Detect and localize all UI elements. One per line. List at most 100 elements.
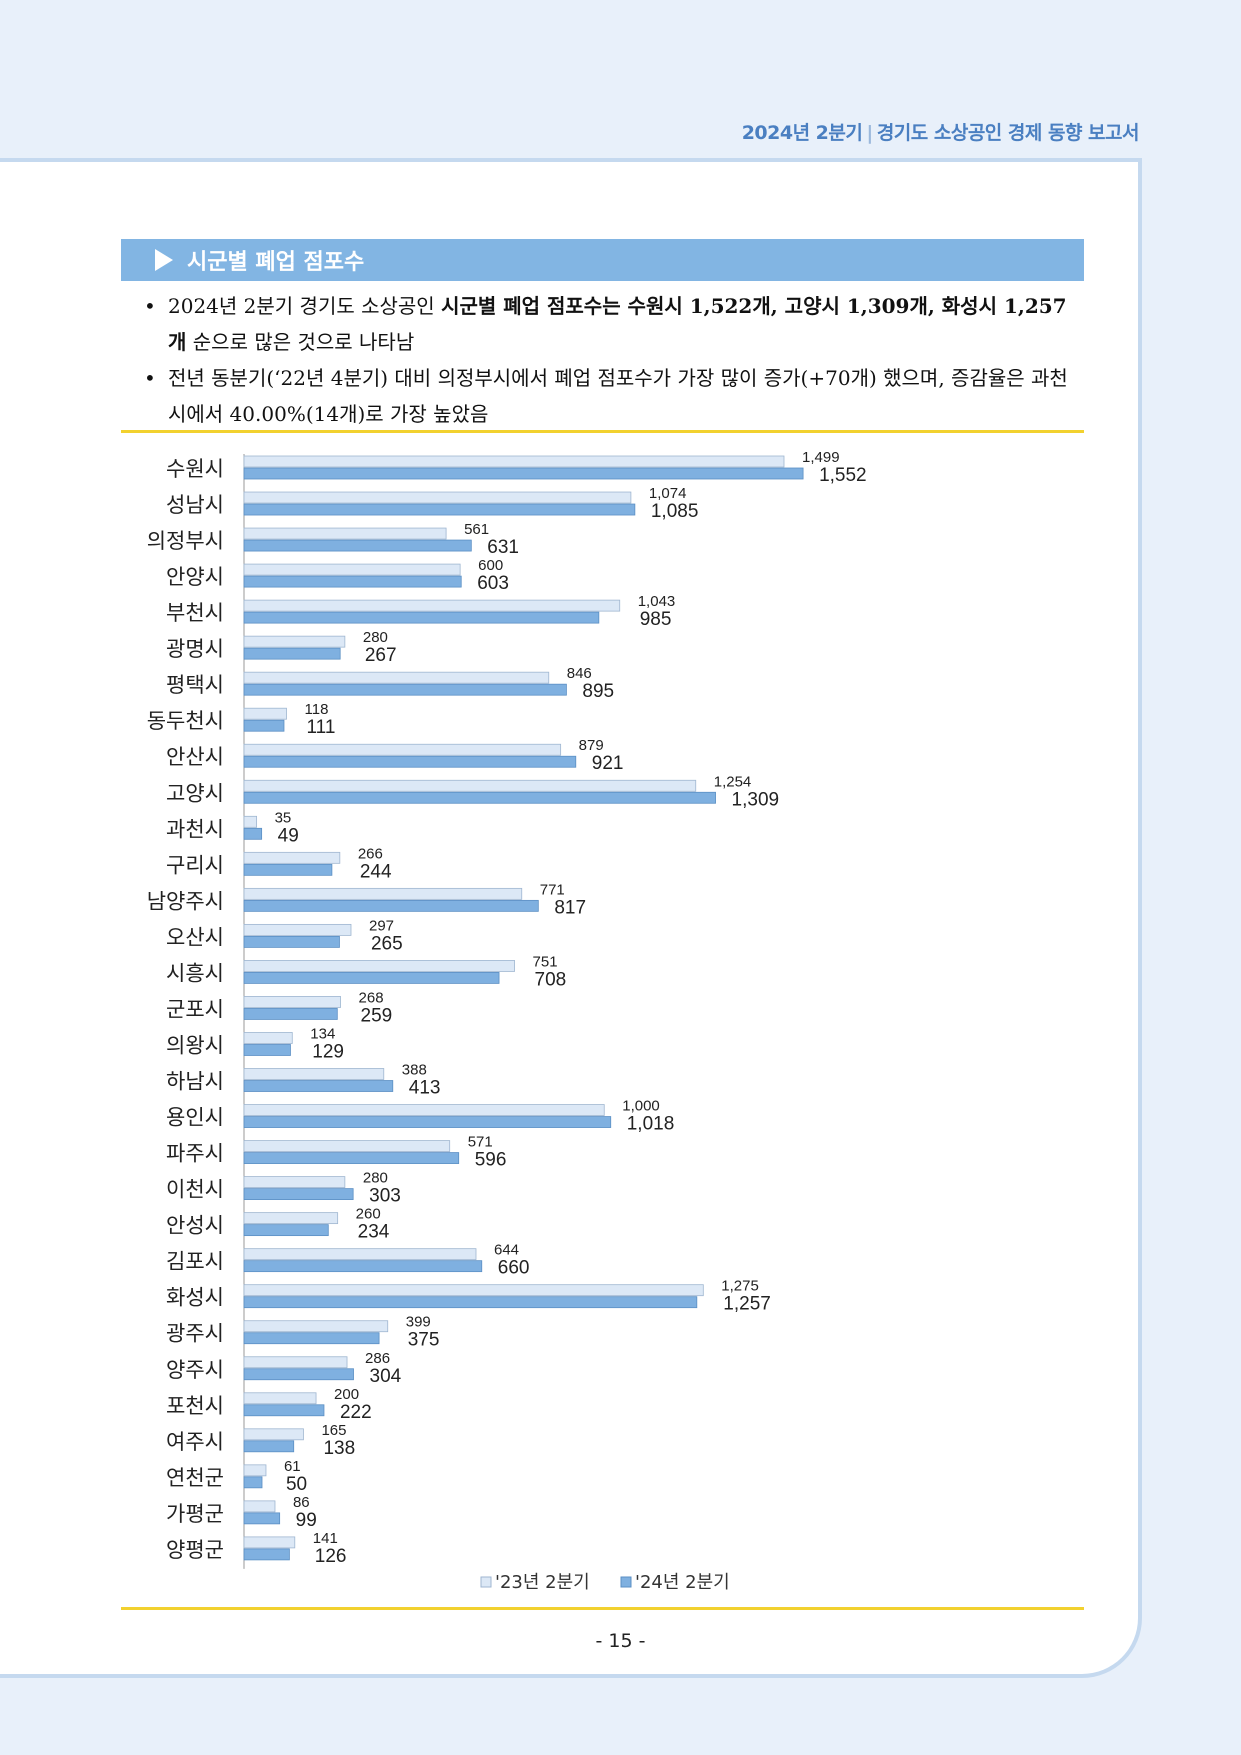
data-label-2023: 280 — [363, 1170, 388, 1187]
bar-2023 — [243, 815, 258, 828]
data-label-2024: 921 — [592, 753, 624, 774]
bar-2023 — [243, 599, 621, 612]
bar-2024 — [243, 1008, 338, 1020]
data-label-2024: 660 — [498, 1258, 530, 1279]
bar-2023 — [243, 1284, 704, 1297]
bar-2024 — [243, 1404, 325, 1417]
bottom-divider — [121, 1607, 1084, 1610]
bar-2024 — [243, 503, 636, 516]
data-label-2023: 1,043 — [638, 593, 676, 610]
bar-2024 — [243, 1080, 394, 1092]
category-label: 부천시 — [166, 601, 224, 625]
data-label-2023: 561 — [464, 521, 489, 538]
data-label-2024: 1,257 — [723, 1294, 771, 1315]
category-label: 양주시 — [166, 1358, 224, 1382]
data-label-2024: 603 — [477, 573, 509, 594]
data-label-2023: 35 — [275, 809, 292, 826]
bar-2023 — [243, 1428, 304, 1441]
bar-2024 — [243, 1548, 290, 1561]
bar-2024 — [243, 683, 567, 696]
category-label: 의정부시 — [147, 529, 224, 553]
data-label-2024: 817 — [554, 897, 586, 918]
bullet-2: 전년 동분기(‘22년 4분기) 대비 의정부시에서 폐업 점포수가 가장 많이… — [142, 360, 1082, 432]
bar-2023 — [243, 491, 632, 504]
data-label-2023: 61 — [284, 1458, 301, 1475]
data-label-2024: 375 — [408, 1330, 440, 1351]
bar-2023 — [243, 563, 461, 576]
bar-2024 — [243, 1368, 354, 1381]
category-label: 군포시 — [166, 997, 224, 1021]
legend-swatch-2023 — [480, 1576, 492, 1588]
bar-2023 — [243, 1032, 293, 1044]
data-label-2023: 134 — [310, 1025, 335, 1042]
data-label-2023: 1,254 — [714, 773, 752, 790]
legend-label-2024: '24년 2분기 — [635, 1572, 730, 1593]
data-label-2023: 141 — [313, 1530, 338, 1547]
data-label-2023: 751 — [533, 953, 558, 970]
data-label-2023: 600 — [478, 557, 503, 574]
bar-2023 — [243, 1212, 339, 1225]
data-label-2024: 303 — [369, 1186, 401, 1207]
bar-2024 — [243, 863, 333, 876]
bar-2024 — [243, 1512, 281, 1525]
bar-2024 — [243, 935, 340, 948]
category-label: 이천시 — [166, 1178, 224, 1202]
data-label-2023: 399 — [406, 1314, 431, 1331]
category-label: 수원시 — [166, 457, 224, 481]
bar-2024 — [243, 467, 804, 480]
bar-2023 — [243, 1464, 267, 1477]
data-label-2024: 234 — [358, 1222, 390, 1243]
bar-2023 — [243, 779, 697, 792]
bar-2024 — [243, 1116, 612, 1128]
bar-2024 — [243, 1440, 295, 1453]
category-label: 동두천시 — [147, 709, 224, 733]
data-label-2024: 99 — [296, 1510, 317, 1531]
bar-2023 — [243, 996, 341, 1008]
data-label-2024: 129 — [312, 1041, 344, 1062]
data-label-2024: 138 — [323, 1438, 355, 1459]
bullet-1-post: 순으로 많은 것으로 나타남 — [186, 330, 415, 354]
bar-2023 — [243, 635, 346, 648]
header-period: 2024년 2분기 — [741, 122, 863, 144]
bar-2023 — [243, 707, 287, 720]
data-label-2024: 1,309 — [732, 789, 780, 810]
data-label-2024: 413 — [409, 1078, 441, 1099]
data-label-2023: 260 — [356, 1206, 381, 1223]
category-label: 광명시 — [166, 637, 224, 661]
category-label: 평택시 — [166, 673, 224, 697]
bar-2023 — [243, 1392, 317, 1405]
category-label: 여주시 — [166, 1430, 224, 1454]
bullet-1-pre: 2024년 2분기 경기도 소상공인 — [168, 294, 442, 318]
bar-2024 — [243, 1476, 263, 1489]
category-label: 화성시 — [166, 1286, 224, 1310]
report-header: 2024년 2분기 | 경기도 소상공인 경제 동향 보고서 — [741, 118, 1140, 145]
bar-2023 — [243, 960, 515, 972]
data-label-2024: 111 — [307, 717, 336, 738]
legend-swatch-2024 — [620, 1576, 632, 1588]
data-label-2023: 280 — [363, 629, 388, 646]
data-label-2023: 268 — [359, 989, 384, 1006]
data-label-2024: 708 — [535, 969, 567, 990]
category-label: 양평군 — [166, 1538, 224, 1562]
bar-2024 — [243, 791, 716, 804]
category-label: 연천군 — [166, 1466, 224, 1490]
bar-2023 — [243, 1176, 346, 1188]
section-title: 시군별 폐업 점포수 — [187, 250, 365, 275]
category-label: 남양주시 — [147, 889, 224, 913]
bar-2024 — [243, 1260, 483, 1273]
data-label-2024: 49 — [278, 825, 299, 846]
data-label-2023: 644 — [494, 1242, 519, 1259]
bar-2023 — [243, 1320, 389, 1333]
data-label-2023: 879 — [579, 737, 604, 754]
bar-2023 — [243, 1140, 451, 1152]
category-label: 안산시 — [166, 745, 224, 769]
data-label-2023: 200 — [334, 1386, 359, 1403]
data-label-2024: 304 — [370, 1366, 402, 1387]
bar-2023 — [243, 455, 785, 468]
data-label-2023: 846 — [567, 665, 592, 682]
data-label-2023: 771 — [540, 881, 565, 898]
bar-2024 — [243, 1224, 329, 1237]
data-label-2023: 388 — [402, 1062, 427, 1079]
